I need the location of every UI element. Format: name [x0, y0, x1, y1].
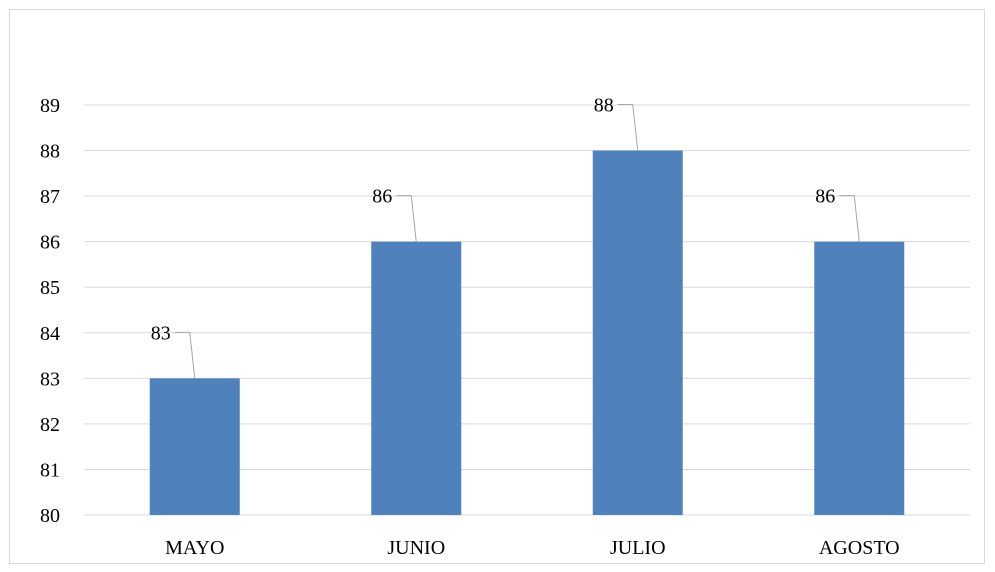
y-tick-label: 81 [40, 459, 60, 481]
y-tick-label: 80 [40, 505, 60, 527]
leader-line [396, 195, 417, 242]
y-tick-label: 85 [40, 277, 60, 299]
leader-line [839, 195, 860, 242]
y-tick-label: 84 [40, 323, 60, 345]
x-category-label: JULIO [610, 537, 666, 559]
y-tick-label: 82 [40, 414, 60, 436]
data-label: 86 [815, 186, 835, 208]
data-label: 86 [372, 186, 392, 208]
bar-agosto [814, 241, 905, 515]
y-tick-label: 83 [40, 368, 60, 390]
y-tick-label: 89 [40, 95, 60, 117]
y-tick-label: 87 [40, 186, 60, 208]
bar-junio [371, 241, 462, 515]
x-category-label: JUNIO [387, 537, 445, 559]
y-tick-label: 88 [40, 141, 60, 163]
leader-line [617, 104, 639, 151]
y-axis-ticks: 80 81 82 83 84 85 86 87 88 89 [40, 95, 60, 527]
x-axis-categories: MAYO JUNIO JULIO AGOSTO [165, 537, 900, 559]
data-label: 83 [151, 322, 171, 344]
y-tick-label: 86 [40, 232, 60, 254]
x-category-label: AGOSTO [819, 537, 900, 559]
data-label-leaders [174, 104, 860, 379]
data-labels: 83 86 88 86 [151, 95, 836, 345]
data-label: 88 [594, 95, 614, 117]
x-category-label: MAYO [165, 537, 224, 559]
bar-julio [592, 150, 683, 516]
bars [149, 150, 905, 516]
leader-line [174, 331, 196, 379]
bar-mayo [149, 378, 240, 515]
